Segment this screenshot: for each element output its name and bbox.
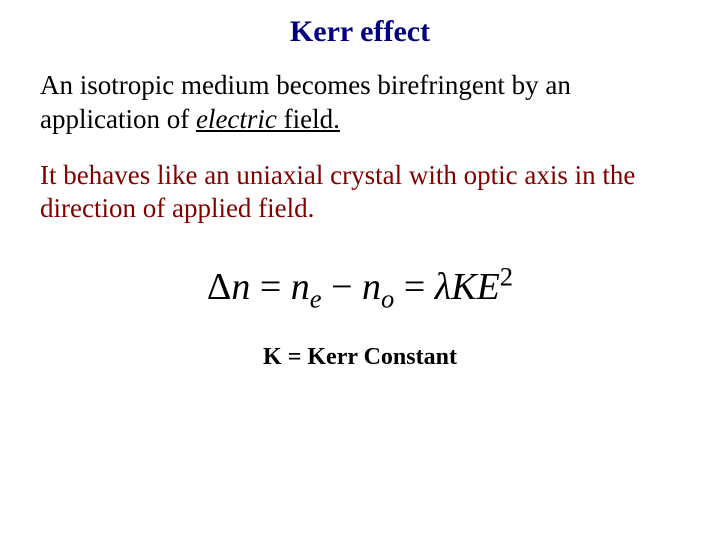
eq-minus: − xyxy=(322,266,362,308)
eq-sub-e: e xyxy=(310,283,322,313)
equation-container: Δn = ne − no = λKE2 xyxy=(40,261,680,314)
eq-K: K xyxy=(451,266,476,308)
eq-eq1: = xyxy=(250,266,290,308)
kerr-equation: Δn = ne − no = λKE2 xyxy=(207,266,513,308)
paragraph-1: An isotropic medium becomes birefringent… xyxy=(40,69,680,137)
eq-n2: n xyxy=(291,266,310,308)
eq-n1: n xyxy=(231,266,250,308)
constant-text: K = Kerr Constant xyxy=(263,344,457,370)
eq-n3: n xyxy=(362,266,381,308)
eq-sup2: 2 xyxy=(500,261,513,291)
eq-lambda: λ xyxy=(435,266,451,308)
eq-sub-o: o xyxy=(381,283,394,313)
para1-part2: field. xyxy=(277,104,340,134)
eq-delta: Δ xyxy=(207,266,231,308)
slide-title: Kerr effect xyxy=(40,15,680,49)
eq-E: E xyxy=(477,266,500,308)
eq-eq2: = xyxy=(394,266,434,308)
paragraph-2: It behaves like an uniaxial crystal with… xyxy=(40,159,680,227)
constant-definition: K = Kerr Constant xyxy=(40,344,680,371)
para1-italic: electric xyxy=(196,104,277,134)
title-text: Kerr effect xyxy=(290,15,430,48)
para2-text: It behaves like an uniaxial crystal with… xyxy=(40,160,635,224)
